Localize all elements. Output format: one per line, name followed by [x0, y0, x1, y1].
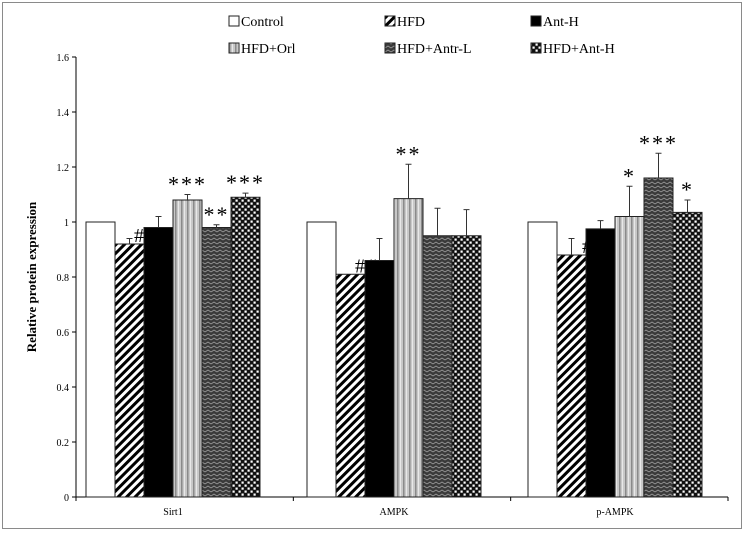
bar-ant-h [364, 260, 395, 498]
significance-label: * [681, 177, 694, 202]
y-tick-label: 0.6 [57, 328, 70, 339]
legend-swatch [384, 42, 396, 54]
bar-hfd-orl [614, 216, 645, 498]
legend-swatch [228, 42, 240, 54]
legend: Control HFD Ant-H HFD+Orl HFD+Antr-L HFD+Ant-… [228, 15, 615, 57]
bar-hfd-antr-l [422, 235, 453, 498]
bar-hfd-antr-l [643, 177, 674, 498]
bar-ant-h [585, 228, 616, 498]
y-tick-label: 1.4 [57, 108, 70, 119]
y-tick-label: 0.8 [57, 273, 70, 284]
bar-hfd [114, 243, 145, 498]
bar-chart: Control HFD Ant-H HFD+Orl HFD+Antr-L HFD+Ant-… [24, 15, 729, 518]
significance-label: *** [639, 130, 678, 155]
bar-control [85, 221, 116, 498]
legend-swatch [384, 15, 396, 27]
bar-control [306, 221, 337, 498]
legend-item: HFD+Orl [228, 42, 296, 57]
legend-item: Ant-H [530, 15, 579, 30]
x-tick-label: p-AMPK [596, 507, 634, 518]
legend-item: HFD+Antr-L [384, 42, 472, 57]
y-tick-label: 0.4 [57, 383, 70, 394]
significance-label: * [623, 163, 636, 188]
significance-label: *** [226, 170, 265, 195]
bar-ant-h [143, 227, 174, 498]
bar-hfd-orl [393, 198, 424, 498]
legend-label: HFD+Ant-H [543, 42, 615, 57]
y-tick-label: 0 [64, 493, 69, 504]
legend-label: Ant-H [543, 15, 579, 30]
y-tick-label: 1.2 [57, 163, 70, 174]
legend-item: HFD [384, 15, 425, 30]
legend-label: HFD+Antr-L [397, 42, 472, 57]
bar-hfd [556, 254, 587, 498]
bar-hfd-orl [172, 199, 203, 498]
x-tick-label: AMPK [380, 507, 410, 518]
y-tick-label: 0.2 [57, 438, 70, 449]
bar-hfd-ant-h [230, 196, 261, 498]
significance-label: *** [168, 172, 207, 197]
legend-item: Control [228, 15, 284, 30]
legend-swatch [530, 42, 542, 54]
legend-label: HFD [397, 15, 425, 30]
legend-label: HFD+Orl [241, 42, 296, 57]
significance-label: ** [204, 202, 230, 227]
bar-hfd-ant-h [451, 235, 482, 498]
legend-swatch [530, 15, 542, 27]
y-axis-label: Relative protein expression [24, 201, 39, 352]
legend-item: HFD+Ant-H [530, 42, 615, 57]
x-tick-label: Sirt1 [163, 507, 182, 518]
chart-frame: Control HFD Ant-H HFD+Orl HFD+Antr-L HFD+Ant-… [2, 2, 742, 529]
significance-label: ** [396, 141, 422, 166]
y-tick-label: 1.6 [57, 53, 70, 64]
legend-label: Control [241, 15, 284, 30]
legend-swatch [228, 15, 240, 27]
bar-hfd [335, 273, 366, 498]
bars: ##********##**#***** [85, 130, 703, 498]
bar-hfd-ant-h [672, 211, 703, 498]
bar-hfd-antr-l [201, 227, 232, 498]
bar-control [527, 221, 558, 498]
y-tick-label: 1 [64, 218, 69, 229]
